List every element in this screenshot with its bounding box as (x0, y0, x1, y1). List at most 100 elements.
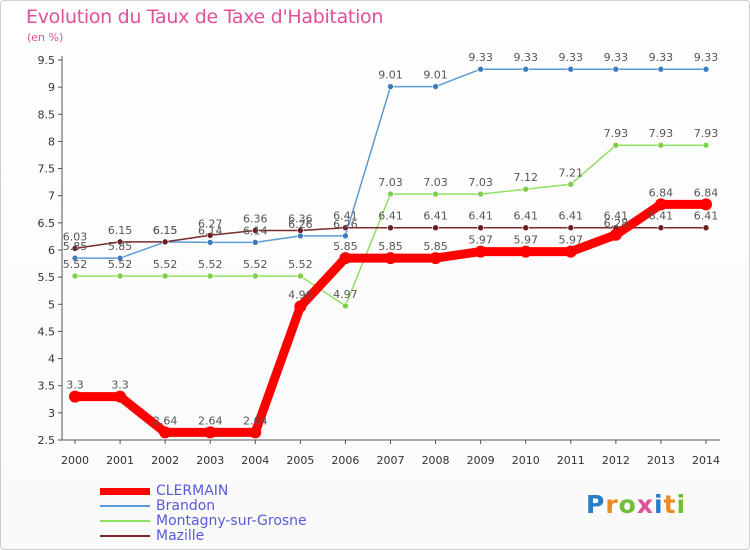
data-point-clermain (654, 198, 667, 211)
data-point-brandon (522, 65, 530, 73)
data-label-mazille: 6.41 (378, 210, 403, 223)
data-label-brandon: 9.33 (694, 51, 719, 64)
data-labels: 3.3 3.3 2.64 2.64 2.64 4.96 5.85 5.85 5.85 5.97 5.… (63, 51, 719, 427)
unit-label: (en %) (27, 31, 64, 44)
data-label-clermain: 2.64 (153, 414, 178, 427)
x-tick-label: 2000 (61, 454, 89, 467)
data-point-mazille (477, 224, 484, 232)
proxiti-logo: Proxiti (586, 490, 686, 519)
y-tick-label: 3.5 (38, 380, 56, 393)
data-point-mazille (702, 224, 710, 232)
data-label-brandon: 6.26 (333, 218, 358, 231)
data-label-clermain: 5.85 (423, 240, 448, 253)
data-label-mazille: 6.36 (288, 212, 313, 225)
x-tick-label: 2002 (151, 454, 179, 467)
data-label-montagny-sur-grosne: 5.52 (153, 258, 178, 271)
data-label-brandon: 6.26 (288, 218, 313, 231)
data-point-clermain (204, 426, 217, 439)
data-point-mazille (567, 224, 575, 232)
data-label-clermain: 5.97 (513, 234, 538, 247)
data-label-clermain: 6.28 (604, 217, 629, 230)
y-tick-label: 7 (48, 190, 55, 203)
data-label-clermain: 5.85 (333, 240, 358, 253)
data-label-clermain: 3.3 (66, 379, 84, 392)
logo-letter: r (605, 490, 619, 519)
data-label-mazille: 6.15 (108, 224, 133, 237)
data-label-brandon: 9.01 (423, 69, 448, 82)
data-label-clermain: 5.97 (559, 234, 584, 247)
x-tick-label: 2011 (557, 454, 585, 467)
legend-label: CLERMAIN (156, 483, 229, 499)
data-label-montagny-sur-grosne: 7.03 (378, 176, 403, 189)
legend-swatch-brandon (100, 505, 150, 507)
data-point-clermain (564, 245, 577, 258)
data-label-clermain: 5.97 (468, 234, 493, 247)
data-point-montagny-sur-grosne (477, 190, 484, 198)
data-point-clermain (249, 426, 262, 439)
data-point-clermain (69, 390, 81, 403)
data-point-brandon (251, 239, 259, 246)
y-tick-label: 6 (48, 244, 55, 257)
y-tick-label: 4 (48, 353, 55, 366)
legend-label: Brandon (156, 498, 216, 514)
data-point-mazille (297, 227, 304, 234)
y-tick-label: 9 (48, 81, 55, 94)
data-point-montagny-sur-grosne (161, 272, 169, 280)
data-point-clermain (339, 252, 352, 265)
data-point-clermain (429, 252, 442, 265)
x-tick-label: 2004 (241, 454, 269, 467)
data-label-mazille: 6.41 (559, 210, 584, 223)
data-label-mazille: 6.03 (63, 230, 88, 243)
data-point-mazille (161, 238, 169, 246)
y-tick-label: 5.5 (38, 271, 56, 284)
logo-letter: i (654, 490, 664, 519)
y-tick-label: 9.5 (38, 54, 56, 67)
y-tick-label: 4.5 (38, 325, 56, 338)
legend-label: Mazille (156, 528, 205, 544)
data-point-brandon (206, 239, 214, 246)
data-label-montagny-sur-grosne: 5.52 (108, 258, 133, 271)
x-tick-label: 2010 (512, 454, 540, 467)
data-point-clermain (609, 228, 622, 241)
data-point-brandon (657, 65, 665, 73)
data-label-clermain: 2.64 (198, 414, 223, 427)
x-tick-label: 2012 (602, 454, 630, 467)
data-label-montagny-sur-grosne: 7.21 (559, 166, 584, 179)
data-point-mazille (387, 224, 394, 232)
data-label-brandon: 9.01 (378, 69, 403, 82)
data-point-mazille (342, 224, 349, 232)
data-label-clermain: 3.3 (111, 379, 129, 392)
data-point-brandon (567, 65, 575, 73)
data-point-clermain (114, 390, 127, 403)
data-label-brandon: 6.14 (198, 224, 223, 237)
data-point-clermain (384, 252, 397, 265)
data-label-montagny-sur-grosne: 7.93 (694, 127, 719, 140)
data-point-clermain (474, 245, 487, 258)
data-label-montagny-sur-grosne: 7.93 (604, 127, 629, 140)
logo-letter: t (663, 490, 677, 519)
x-tick-label: 2013 (647, 454, 675, 467)
x-tick-label: 2008 (422, 454, 450, 467)
data-point-montagny-sur-grosne (702, 141, 710, 149)
data-label-clermain: 6.84 (649, 186, 674, 199)
data-label-brandon: 5.85 (63, 240, 88, 253)
data-point-brandon (71, 254, 79, 262)
x-tick-label: 2009 (467, 454, 495, 467)
logo-letter: x (636, 490, 654, 519)
data-label-clermain: 6.84 (694, 186, 719, 199)
data-point-clermain (294, 300, 307, 313)
data-label-mazille: 6.41 (468, 210, 493, 223)
y-tick-label: 8.5 (38, 108, 56, 121)
data-label-brandon: 9.33 (559, 51, 584, 64)
y-tick-label: 3 (48, 407, 55, 420)
data-label-brandon: 9.33 (468, 51, 493, 64)
data-point-montagny-sur-grosne (251, 272, 259, 280)
legend-label: Montagny-sur-Grosne (156, 513, 307, 529)
data-point-montagny-sur-grosne (657, 141, 665, 149)
data-label-clermain: 2.64 (243, 414, 268, 427)
data-label-montagny-sur-grosne: 7.03 (468, 176, 493, 189)
data-point-clermain (519, 245, 532, 258)
data-label-mazille: 6.36 (243, 212, 268, 225)
